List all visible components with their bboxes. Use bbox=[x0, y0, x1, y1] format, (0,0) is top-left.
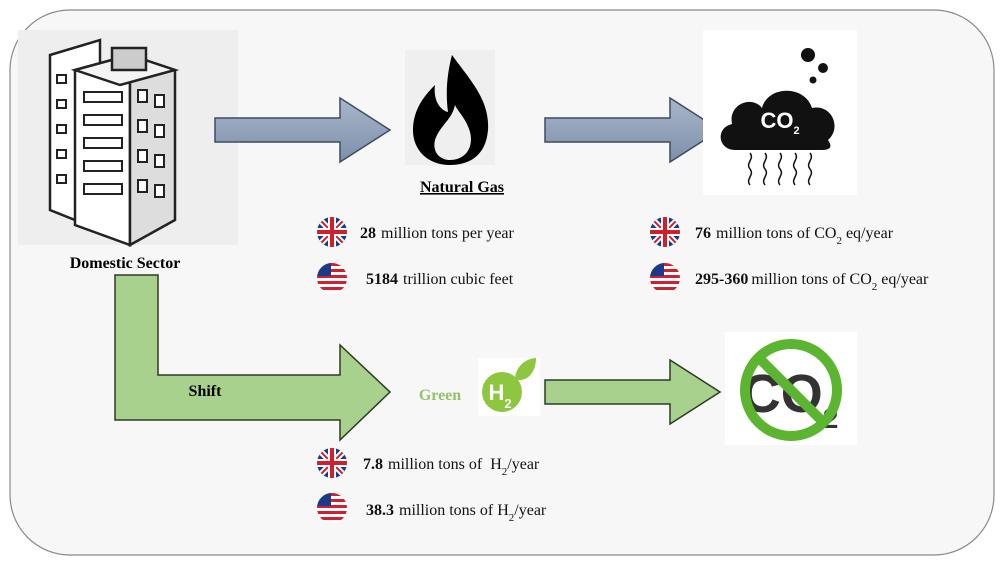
diagram: Domestic Sector Natural Gas CO2 28millio… bbox=[0, 0, 1001, 564]
shift-label: Shift bbox=[189, 383, 223, 400]
stat: 5184 trillion cubic feet bbox=[366, 271, 514, 288]
stat-text: million tons of CO bbox=[716, 225, 836, 242]
stat-text: million tons per year bbox=[381, 225, 515, 242]
stat-text: trillion cubic feet bbox=[403, 271, 514, 288]
amount: 295-360 bbox=[695, 271, 748, 288]
h2-sub: 2 bbox=[504, 396, 511, 411]
amount: 76 bbox=[695, 225, 711, 242]
stat-tail: eq/year bbox=[846, 225, 894, 242]
building-icon bbox=[18, 30, 238, 245]
stat-tail: /year bbox=[514, 502, 547, 519]
stat-text: million tons of H bbox=[388, 456, 502, 473]
amount: 38.3 bbox=[366, 502, 394, 519]
stat: 28 million tons per year bbox=[360, 225, 515, 242]
stat-text: million tons of CO bbox=[751, 271, 871, 288]
co2-sub: 2 bbox=[793, 125, 799, 137]
stat-tail: /year bbox=[507, 456, 540, 473]
h2-text: H bbox=[488, 380, 504, 405]
green-label: Green bbox=[419, 387, 461, 404]
natural-gas-label: Natural Gas bbox=[420, 179, 504, 196]
h2-icon: H2 bbox=[478, 358, 540, 416]
stat-text: million tons of H bbox=[399, 502, 509, 519]
source-label: Domestic Sector bbox=[70, 255, 181, 272]
sub: 2 bbox=[836, 235, 842, 247]
amount: 7.8 bbox=[363, 456, 383, 473]
amount: 5184 bbox=[366, 271, 398, 288]
co2-text: CO bbox=[760, 108, 793, 133]
stat-tail: eq/year bbox=[881, 271, 929, 288]
sub: 2 bbox=[872, 281, 878, 293]
amount: 28 bbox=[360, 225, 376, 242]
no-co2-icon: CO2 bbox=[725, 332, 857, 445]
